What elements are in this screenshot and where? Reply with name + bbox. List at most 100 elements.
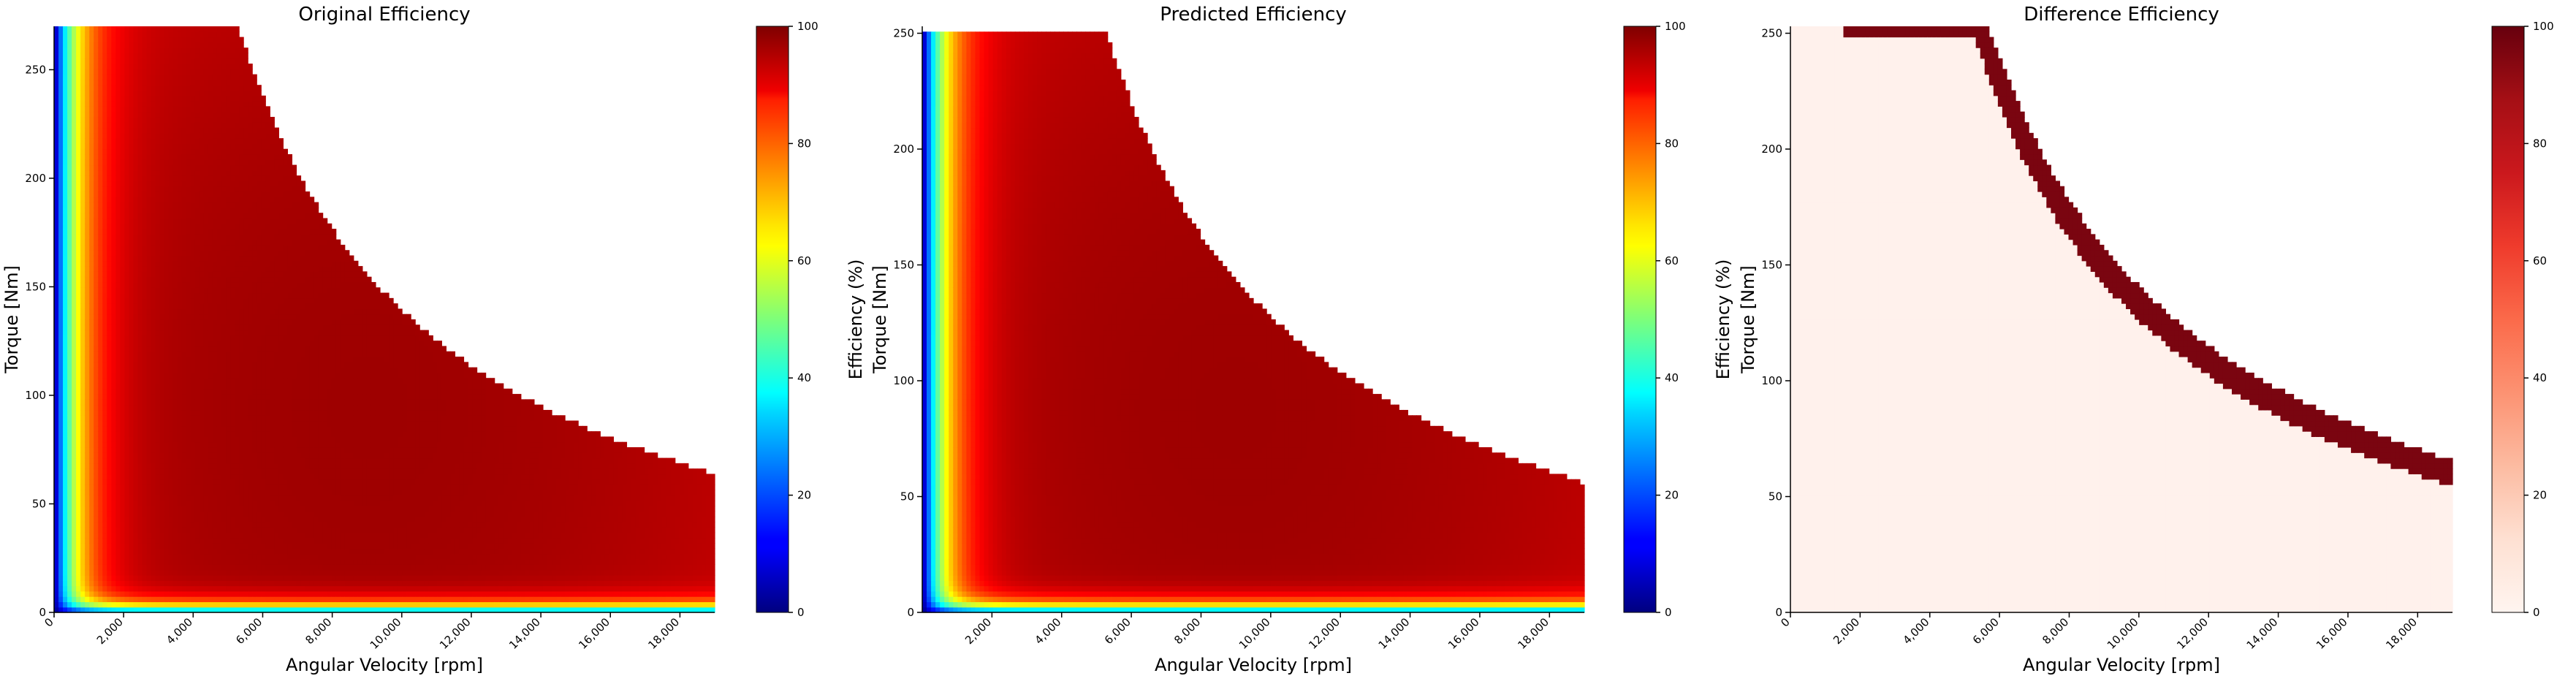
heatmap-cell bbox=[169, 191, 174, 197]
heatmap-cell bbox=[226, 501, 231, 506]
heatmap-cell bbox=[204, 373, 209, 379]
heatmap-cell bbox=[217, 271, 222, 277]
heatmap-cell bbox=[169, 601, 174, 607]
heatmap-cell bbox=[94, 112, 99, 118]
heatmap-cell bbox=[239, 436, 244, 442]
heatmap-cell bbox=[102, 586, 107, 592]
heatmap-cell bbox=[213, 101, 218, 107]
heatmap-cell bbox=[169, 165, 174, 171]
heatmap-cell bbox=[243, 314, 248, 320]
heatmap-cell bbox=[221, 362, 227, 368]
heatmap-cell bbox=[107, 133, 112, 139]
heatmap-cell bbox=[208, 186, 213, 192]
heatmap-cell bbox=[178, 324, 183, 330]
heatmap-cell bbox=[143, 415, 148, 421]
heatmap-cell bbox=[147, 373, 152, 379]
heatmap-cell bbox=[54, 346, 59, 352]
heatmap-cell bbox=[156, 85, 161, 91]
heatmap-cell bbox=[160, 186, 165, 192]
heatmap-cell bbox=[221, 484, 227, 490]
heatmap-cell bbox=[151, 506, 156, 512]
heatmap-cell bbox=[213, 128, 218, 134]
heatmap-cell bbox=[80, 85, 86, 91]
heatmap-cell bbox=[226, 378, 231, 384]
heatmap-cell bbox=[191, 324, 196, 330]
heatmap-cell bbox=[217, 458, 222, 464]
heatmap-cell bbox=[221, 191, 227, 197]
heatmap-cell bbox=[248, 596, 253, 602]
heatmap-cell bbox=[200, 596, 205, 602]
heatmap-cell bbox=[235, 293, 240, 299]
heatmap-cell bbox=[111, 42, 116, 48]
heatmap-cell bbox=[243, 452, 248, 458]
heatmap-cell bbox=[80, 399, 86, 405]
heatmap-cell bbox=[226, 298, 231, 304]
heatmap-cell bbox=[151, 245, 156, 251]
heatmap-cell bbox=[72, 452, 77, 458]
heatmap-cell bbox=[85, 394, 90, 400]
heatmap-cell bbox=[147, 330, 152, 336]
heatmap-cell bbox=[67, 549, 72, 555]
heatmap-cell bbox=[85, 410, 90, 416]
heatmap-cell bbox=[248, 501, 253, 506]
heatmap-cell bbox=[226, 208, 231, 213]
heatmap-cell bbox=[147, 240, 152, 246]
heatmap-cell bbox=[213, 165, 218, 171]
heatmap-cell bbox=[94, 149, 99, 155]
heatmap-cell bbox=[98, 80, 103, 86]
heatmap-cell bbox=[182, 314, 187, 320]
heatmap-cell bbox=[143, 405, 148, 411]
heatmap-cell bbox=[164, 37, 170, 43]
heatmap-cell bbox=[151, 383, 156, 389]
heatmap-cell bbox=[173, 133, 178, 139]
heatmap-cell bbox=[133, 468, 138, 474]
heatmap-cell bbox=[248, 234, 253, 240]
heatmap-cell bbox=[138, 341, 143, 346]
heatmap-cell bbox=[120, 240, 125, 246]
heatmap-cell bbox=[120, 298, 125, 304]
heatmap-cell bbox=[120, 64, 125, 69]
heatmap-cell bbox=[217, 159, 222, 165]
heatmap-cell bbox=[147, 133, 152, 139]
heatmap-cell bbox=[124, 64, 129, 69]
heatmap-cell bbox=[67, 352, 72, 357]
heatmap-cell bbox=[111, 90, 116, 96]
heatmap-cell bbox=[129, 330, 134, 336]
heatmap-cell bbox=[72, 90, 77, 96]
heatmap-cell bbox=[248, 580, 253, 586]
heatmap-cell bbox=[98, 112, 103, 118]
heatmap-cell bbox=[221, 293, 227, 299]
heatmap-cell bbox=[76, 159, 81, 165]
heatmap-cell bbox=[195, 570, 200, 576]
heatmap-cell bbox=[133, 517, 138, 522]
heatmap-cell bbox=[191, 293, 196, 299]
heatmap-cell bbox=[129, 586, 134, 592]
heatmap-cell bbox=[133, 559, 138, 565]
heatmap-cell bbox=[124, 293, 129, 299]
heatmap-cell bbox=[138, 368, 143, 373]
heatmap-cell bbox=[129, 436, 134, 442]
heatmap-cell bbox=[252, 490, 257, 495]
heatmap-cell bbox=[120, 538, 125, 544]
heatmap-cell bbox=[98, 224, 103, 229]
heatmap-cell bbox=[169, 26, 174, 32]
heatmap-cell bbox=[58, 31, 64, 37]
heatmap-cell bbox=[80, 170, 86, 176]
heatmap-cell bbox=[138, 191, 143, 197]
heatmap-cell bbox=[54, 383, 59, 389]
heatmap-cell bbox=[129, 170, 134, 176]
heatmap-cell bbox=[102, 601, 107, 607]
heatmap-cell bbox=[230, 159, 235, 165]
heatmap-cell bbox=[195, 234, 200, 240]
heatmap-cell bbox=[248, 149, 253, 155]
heatmap-cell bbox=[200, 197, 205, 202]
heatmap-cell bbox=[80, 522, 86, 528]
heatmap-cell bbox=[221, 431, 227, 437]
heatmap-cell bbox=[102, 213, 107, 218]
heatmap-cell bbox=[72, 170, 77, 176]
heatmap-cell bbox=[102, 410, 107, 416]
heatmap-cell bbox=[124, 197, 129, 202]
heatmap-cell bbox=[230, 42, 235, 48]
heatmap-cell bbox=[230, 293, 235, 299]
heatmap-cell bbox=[124, 122, 129, 128]
